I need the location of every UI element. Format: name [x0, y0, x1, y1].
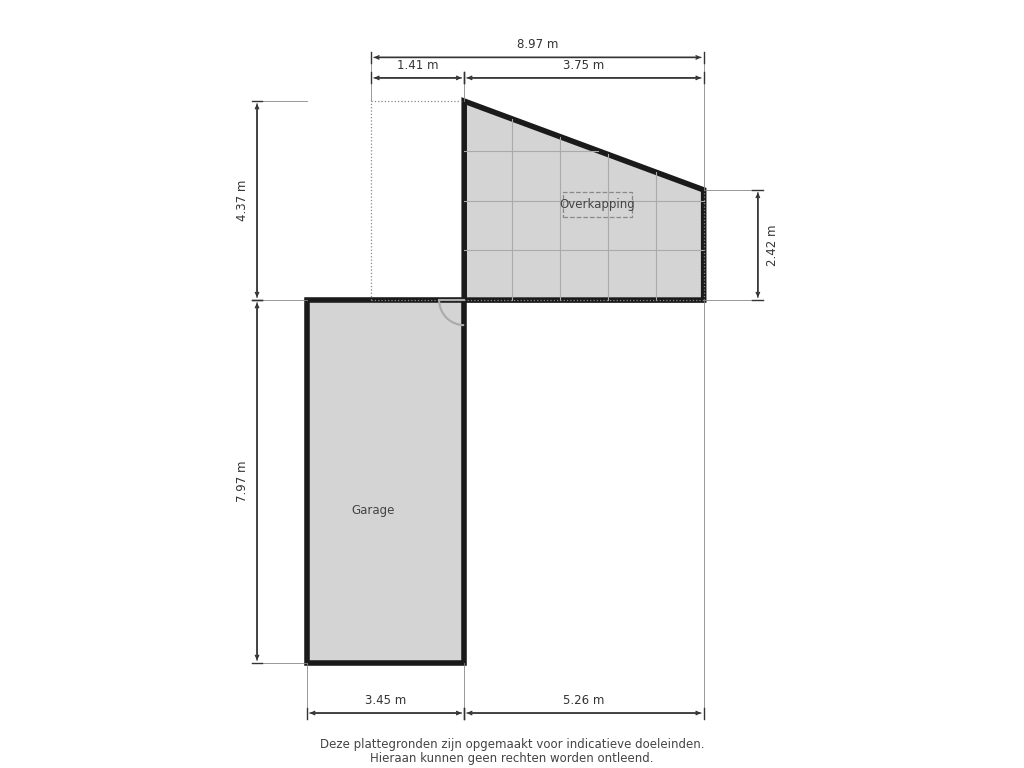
- Text: 5.26 m: 5.26 m: [563, 694, 604, 707]
- Text: 4.37 m: 4.37 m: [236, 180, 249, 221]
- Text: 1.41 m: 1.41 m: [397, 58, 438, 71]
- Polygon shape: [307, 300, 464, 663]
- Text: 8.97 m: 8.97 m: [517, 38, 558, 51]
- Text: 7.97 m: 7.97 m: [236, 461, 249, 502]
- Text: Garage: Garage: [351, 504, 395, 517]
- Text: 3.45 m: 3.45 m: [365, 694, 407, 707]
- Text: Hieraan kunnen geen rechten worden ontleend.: Hieraan kunnen geen rechten worden ontle…: [371, 752, 653, 765]
- Text: Deze plattegronden zijn opgemaakt voor indicatieve doeleinden.: Deze plattegronden zijn opgemaakt voor i…: [319, 738, 705, 751]
- Text: 3.75 m: 3.75 m: [563, 58, 604, 71]
- Text: 2.42 m: 2.42 m: [766, 224, 779, 266]
- Polygon shape: [464, 101, 703, 300]
- Text: Overkapping: Overkapping: [560, 198, 636, 211]
